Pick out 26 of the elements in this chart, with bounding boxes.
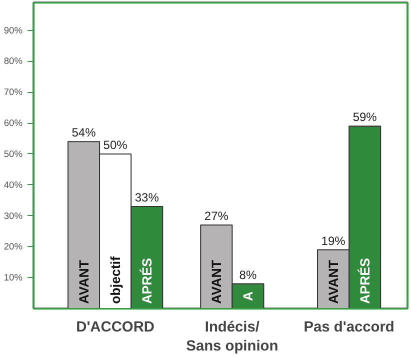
y-tick-label: 10% <box>4 272 22 283</box>
y-tick-label: 50% <box>4 148 22 159</box>
y-tick-label: 30% <box>4 210 22 221</box>
y-tick-label: 80% <box>4 56 22 66</box>
data-label: 19% <box>321 234 346 248</box>
data-label: 27% <box>204 209 229 224</box>
data-label: 54% <box>72 126 96 140</box>
x-tick-label: Pas d'accord <box>304 320 394 336</box>
text: AVANT <box>208 260 224 304</box>
y-tick-label: 40% <box>4 180 22 190</box>
y-tick-label: 60% <box>4 118 22 128</box>
y-tick-label: 70% <box>4 87 22 98</box>
series-label: APRÉS <box>139 258 154 304</box>
x-tick-label: D'ACCORD <box>76 320 155 336</box>
annotation: A <box>240 290 256 301</box>
data-label: 50% <box>103 138 128 152</box>
data-label: 59% <box>352 110 378 124</box>
series-label: objectif <box>108 256 123 304</box>
y-tick-label: 20% <box>4 242 22 252</box>
y-tick-label: 90% <box>4 25 22 36</box>
text: APRÉS <box>357 258 372 304</box>
text: AVANT <box>326 260 341 304</box>
data-label: 8% <box>239 268 257 282</box>
series-label: AVANT <box>76 260 92 304</box>
x-tick-label: Indécis/ Sans opinion <box>186 320 278 355</box>
data-label: 33% <box>134 190 160 204</box>
